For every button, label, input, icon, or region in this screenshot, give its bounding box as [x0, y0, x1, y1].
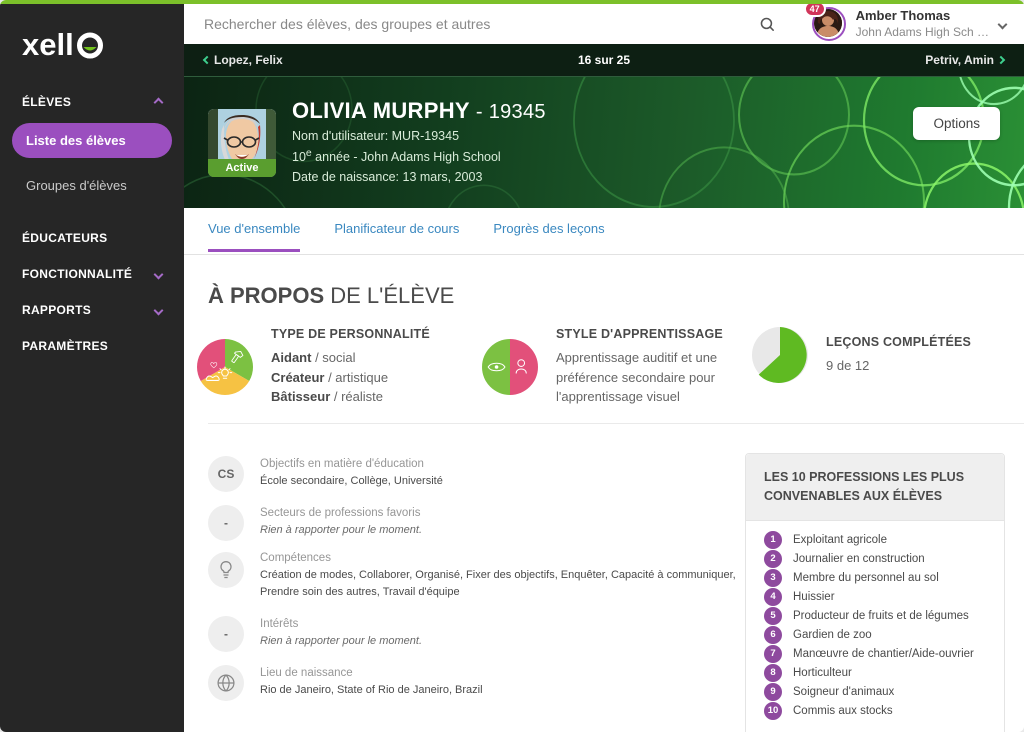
svg-text:xell: xell [22, 28, 74, 62]
